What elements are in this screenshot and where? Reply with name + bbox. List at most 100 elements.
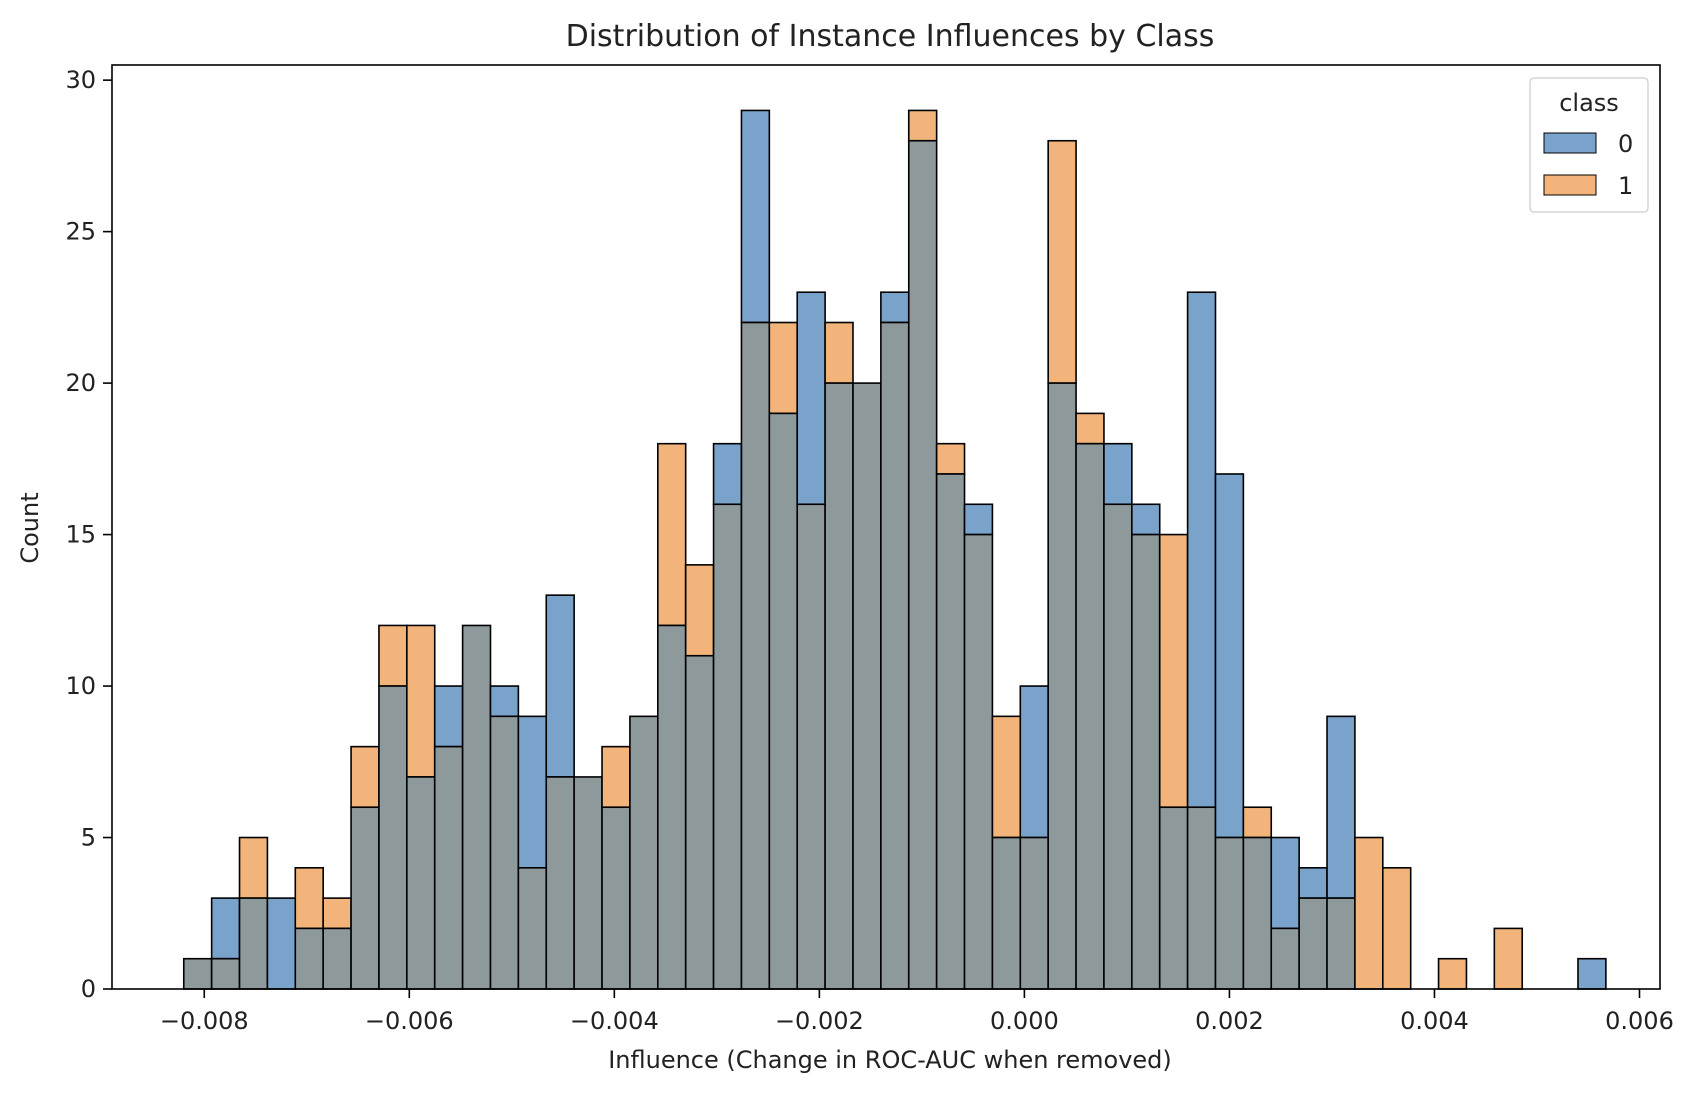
bar-overlap: [573, 776, 603, 990]
y-tick-label: 5: [81, 824, 96, 852]
bar-excess-class-1: [350, 745, 380, 809]
legend-label-class-1: 1: [1618, 172, 1633, 200]
x-tick-label: 0.000: [990, 1007, 1059, 1035]
y-axis: 0 5 10 15 20 25 30: [65, 66, 112, 1003]
bar-overlap: [1103, 503, 1133, 990]
bar-overlap: [294, 927, 324, 990]
bar-overlap: [1186, 806, 1217, 990]
x-axis-label: Influence (Change in ROC-AUC when remove…: [608, 1046, 1172, 1074]
y-tick-label: 25: [65, 218, 96, 246]
bar-excess-class-0: [1270, 836, 1300, 930]
bar-excess-class-0: [433, 685, 464, 748]
bar-overlap: [406, 776, 436, 990]
bar-overlap: [824, 382, 854, 990]
bar-overlap: [182, 957, 213, 990]
bar-overlap: [852, 382, 882, 990]
bar-overlap: [684, 654, 715, 990]
bar-excess-class-1: [1381, 867, 1412, 990]
bar-excess-class-0: [796, 291, 826, 506]
bar-excess-class-1: [907, 109, 938, 142]
bar-excess-class-0: [712, 442, 743, 506]
bar-overlap: [545, 776, 575, 990]
bar-overlap: [238, 897, 269, 990]
bar-excess-class-1: [322, 897, 352, 930]
bar-excess-class-1: [1493, 927, 1524, 990]
y-tick-label: 10: [65, 672, 96, 700]
bar-excess-class-1: [684, 564, 715, 657]
bar-excess-class-1: [238, 836, 269, 899]
legend-swatch-class-0: [1543, 132, 1597, 154]
bar-overlap: [517, 867, 548, 990]
legend-label-class-0: 0: [1618, 130, 1633, 158]
bar-overlap: [712, 503, 743, 990]
bar-overlap: [1075, 442, 1105, 990]
bar-excess-class-1: [935, 442, 966, 475]
bar-overlap: [880, 321, 910, 990]
bar-excess-class-0: [1214, 473, 1245, 839]
bar-overlap: [1326, 897, 1356, 990]
bar-excess-class-0: [740, 109, 771, 324]
bar-overlap: [629, 715, 659, 990]
x-tick-label: 0.006: [1605, 1007, 1674, 1035]
bar-overlap: [1298, 897, 1328, 990]
legend: class 0 1: [1529, 77, 1649, 213]
bar-excess-class-0: [517, 715, 548, 869]
bar-excess-class-1: [1437, 957, 1468, 990]
y-tick-label: 30: [65, 66, 96, 94]
bar-overlap: [740, 321, 771, 990]
bar-overlap: [963, 533, 994, 990]
x-axis: −0.008 −0.006 −0.004 −0.002 0.000 0.002 0.004 0…: [160, 989, 1674, 1035]
x-tick-label: −0.006: [365, 1007, 454, 1035]
bar-overlap: [378, 685, 408, 990]
bar-excess-class-1: [1158, 533, 1189, 809]
x-tick-label: −0.008: [160, 1007, 249, 1035]
bar-excess-class-1: [406, 624, 436, 778]
bar-overlap: [1158, 806, 1189, 990]
bar-overlap: [1047, 382, 1077, 990]
x-tick-label: −0.002: [775, 1007, 864, 1035]
bar-excess-class-1: [1354, 836, 1384, 990]
bar-overlap: [907, 139, 938, 990]
bar-excess-class-1: [1242, 806, 1273, 839]
bar-excess-class-0: [1131, 503, 1161, 536]
bar-overlap: [935, 473, 966, 990]
chart-title: Distribution of Instance Influences by C…: [566, 19, 1215, 54]
plot-frame: [111, 64, 1661, 990]
bar-excess-class-1: [656, 442, 687, 627]
x-tick-label: −0.004: [570, 1007, 659, 1035]
histogram-bars: [182, 109, 1607, 990]
bar-overlap: [210, 957, 241, 990]
bar-excess-class-0: [1019, 685, 1049, 839]
bar-excess-class-0: [545, 594, 575, 778]
bar-overlap: [1131, 533, 1161, 990]
bar-overlap: [656, 624, 687, 990]
bar-excess-class-1: [991, 715, 1022, 839]
legend-swatch-class-1: [1543, 174, 1597, 196]
x-tick-label: 0.002: [1195, 1007, 1264, 1035]
bar-overlap: [322, 927, 352, 990]
bar-excess-class-0: [1577, 957, 1607, 990]
bar-overlap: [1270, 927, 1300, 990]
bar-overlap: [1242, 836, 1273, 990]
bar-excess-class-1: [768, 321, 799, 415]
y-axis-label: Count: [16, 492, 44, 563]
bar-excess-class-0: [1103, 442, 1133, 506]
x-tick-label: 0.004: [1400, 1007, 1469, 1035]
bar-excess-class-1: [378, 624, 408, 687]
bar-excess-class-0: [1186, 291, 1217, 809]
bar-excess-class-0: [1298, 867, 1328, 899]
bar-overlap: [1214, 836, 1245, 990]
bar-overlap: [601, 806, 631, 990]
bar-excess-class-0: [210, 897, 241, 960]
bar-overlap: [991, 836, 1022, 990]
bar-overlap: [350, 806, 380, 990]
bar-overlap: [461, 624, 492, 990]
bar-overlap: [768, 412, 799, 990]
legend-title: class: [1559, 89, 1619, 117]
bar-excess-class-1: [1047, 139, 1077, 384]
bar-excess-class-0: [489, 685, 520, 718]
bar-overlap: [489, 715, 520, 990]
bar-excess-class-1: [1075, 412, 1105, 445]
bar-overlap: [433, 745, 464, 990]
